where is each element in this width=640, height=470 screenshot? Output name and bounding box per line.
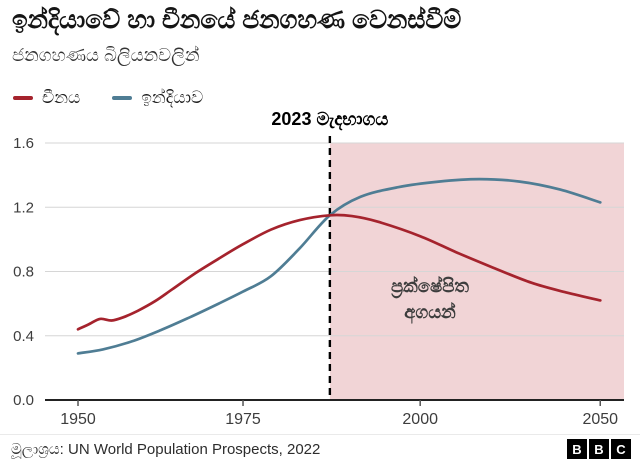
annotation-2023-label: 2023 මැදභාගය [271, 109, 389, 129]
legend-item-china: චීනය [13, 88, 80, 108]
projected-values-label: අගයන් [404, 301, 456, 324]
y-tick-label: 0.4 [13, 328, 34, 345]
source-text: මූලාශ්‍රය: UN World Population Prospects… [11, 441, 321, 458]
bbc-logo: B B C [567, 439, 631, 459]
india-line-swatch [112, 96, 133, 100]
y-tick-label: 0.8 [13, 264, 34, 281]
china-line-swatch [13, 96, 33, 100]
line-chart: 0.0 0.4 0.8 1.2 1.6 1950 1975 2000 2050 ප්‍රක්ෂේප… [13, 135, 624, 428]
bbc-logo-block-b1: B [567, 439, 587, 459]
x-tick-label: 1950 [60, 411, 96, 428]
x-tick-label: 1975 [225, 411, 261, 428]
chart-subtitle: ජනගහණය බිලියනවලින් [12, 45, 200, 65]
footer-divider [0, 434, 640, 435]
bbc-logo-block-c: C [611, 439, 631, 459]
legend-label-china: චීනය [42, 88, 81, 107]
bbc-logo-block-b2: B [589, 439, 609, 459]
india-line [76, 177, 602, 355]
y-tick-label: 0.0 [13, 392, 34, 409]
y-tick-label: 1.6 [13, 135, 34, 152]
legend-item-india: ඉන්දියාව [112, 88, 203, 108]
x-tick-label: 2050 [582, 411, 618, 428]
y-tick-label: 1.2 [13, 199, 34, 216]
legend: චීනය ඉන්දියාව [13, 88, 203, 108]
china-line [76, 213, 602, 331]
x-tick-label: 2000 [402, 411, 438, 428]
legend-label-india: ඉන්දියාව [141, 88, 204, 107]
projected-values-label: ප්‍රක්ෂේපිත [391, 275, 469, 299]
chart-title: ඉන්දියාවේ හා චීනයේ ජනගහණ වෙනස්වීම් [12, 6, 462, 34]
